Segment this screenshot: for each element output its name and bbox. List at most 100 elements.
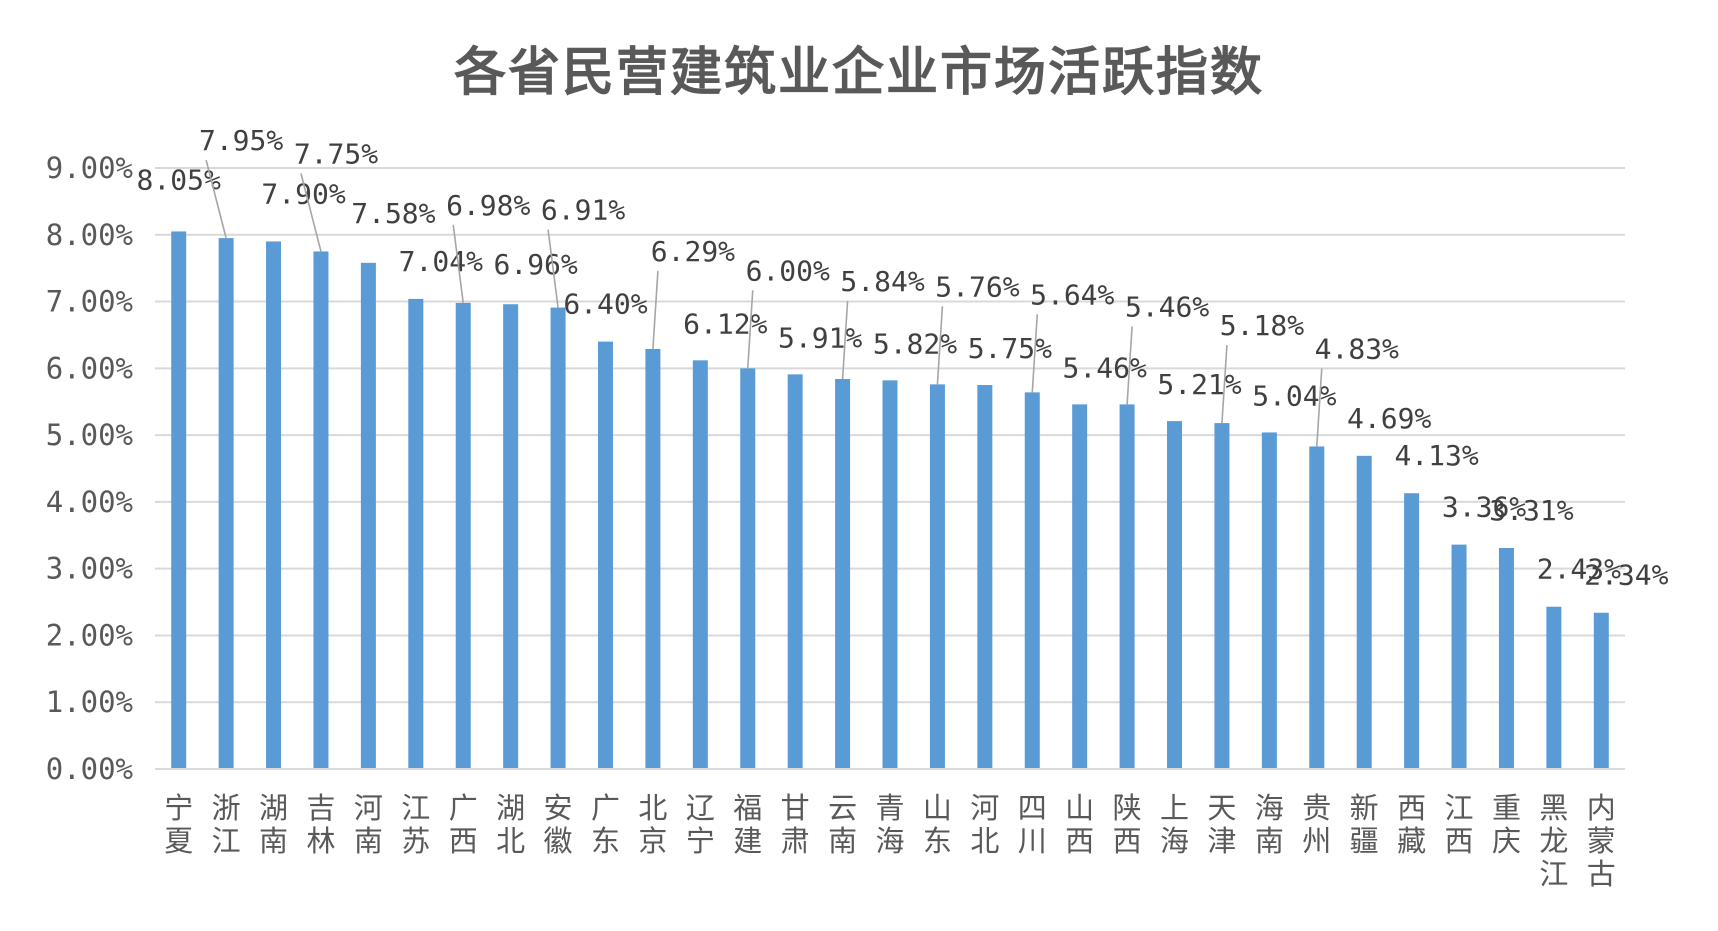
x-category-label: 河北	[970, 791, 999, 858]
x-category-label: 广西	[449, 791, 478, 858]
bar	[1404, 493, 1420, 769]
data-label: 5.84%	[840, 265, 924, 298]
data-label: 5.76%	[935, 270, 1019, 303]
bar	[1546, 606, 1562, 769]
y-tick-label: 6.00%	[46, 351, 133, 385]
bar	[1356, 455, 1372, 769]
bar	[835, 379, 851, 769]
data-label: 7.75%	[294, 137, 378, 170]
data-label: 5.18%	[1220, 309, 1304, 342]
bar	[1593, 612, 1609, 769]
x-category-label: 山东	[923, 791, 952, 858]
x-category-label: 四川	[1018, 791, 1047, 858]
bar	[1309, 446, 1325, 769]
bar	[266, 241, 282, 769]
x-category-label: 江苏	[401, 791, 430, 858]
bar	[977, 385, 993, 769]
data-label: 6.98%	[446, 189, 530, 222]
data-label: 6.12%	[683, 307, 767, 340]
bar	[550, 307, 566, 769]
y-tick-label: 3.00%	[46, 552, 133, 586]
data-label: 5.46%	[1063, 351, 1147, 384]
data-label: 6.91%	[541, 194, 625, 227]
y-tick-label: 8.00%	[46, 218, 133, 252]
data-label: 3.31%	[1489, 494, 1573, 527]
data-label: 7.58%	[351, 197, 435, 230]
bar	[503, 304, 519, 769]
data-label: 5.91%	[778, 321, 862, 354]
bar	[1072, 404, 1088, 769]
x-category-label: 湖南	[259, 791, 288, 858]
data-label: 6.40%	[563, 288, 647, 321]
leader-line	[652, 270, 659, 350]
data-label: 4.69%	[1347, 402, 1431, 435]
bar	[408, 298, 424, 769]
y-tick-label: 1.00%	[46, 685, 133, 719]
bar	[787, 374, 803, 769]
bar	[455, 302, 471, 769]
bar	[1261, 432, 1277, 769]
bar	[597, 341, 613, 769]
x-category-label: 天津	[1207, 791, 1236, 858]
bar	[929, 384, 945, 769]
data-label: 6.96%	[493, 248, 577, 281]
x-category-label: 上海	[1160, 791, 1189, 858]
data-label: 2.43%	[1537, 553, 1621, 586]
bar	[360, 262, 376, 769]
leader-line	[547, 229, 559, 308]
y-tick-label: 2.00%	[46, 618, 133, 652]
leader-line	[841, 300, 849, 380]
y-tick-label: 9.00%	[46, 151, 133, 185]
x-category-label: 云南	[828, 791, 857, 858]
y-tick-label: 5.00%	[46, 418, 133, 452]
x-category-label: 辽宁	[686, 791, 715, 858]
leader-line	[452, 224, 465, 303]
leader-line	[205, 159, 227, 239]
x-category-label: 北京	[638, 791, 667, 858]
data-label: 6.29%	[651, 235, 735, 268]
leader-line	[300, 173, 322, 252]
x-category-label: 贵州	[1302, 791, 1331, 858]
x-category-label: 陕西	[1113, 791, 1142, 858]
x-category-label: 河南	[354, 791, 383, 858]
bar	[1024, 392, 1040, 769]
x-category-label: 山西	[1065, 791, 1094, 858]
x-category-label: 海南	[1255, 791, 1284, 858]
x-category-label: 内蒙古	[1587, 791, 1616, 891]
bar	[1498, 547, 1514, 769]
leader-line	[1126, 326, 1133, 405]
bar	[171, 231, 187, 769]
bar	[218, 238, 234, 769]
chart-title: 各省民营建筑业企业市场活跃指数	[453, 43, 1264, 103]
bar	[1119, 404, 1135, 769]
x-category-label: 江西	[1445, 791, 1474, 858]
y-tick-label: 4.00%	[46, 485, 133, 519]
x-category-label: 新疆	[1350, 791, 1379, 858]
x-category-label: 甘肃	[781, 791, 810, 858]
data-label: 5.21%	[1157, 368, 1241, 401]
bar	[1214, 423, 1230, 769]
bar	[1167, 421, 1183, 769]
bar	[882, 380, 898, 769]
x-category-label: 浙江	[212, 791, 241, 858]
x-category-label: 黑龙江	[1539, 791, 1568, 891]
data-label: 4.83%	[1315, 332, 1399, 365]
x-category-label: 重庆	[1492, 791, 1521, 858]
bar	[740, 368, 756, 769]
x-category-label: 广东	[591, 791, 620, 858]
x-category-label: 宁夏	[164, 791, 193, 858]
data-label: 6.00%	[746, 254, 830, 287]
leader-line	[936, 306, 944, 385]
data-label: 5.75%	[968, 332, 1052, 365]
data-label: 7.04%	[399, 245, 483, 278]
leader-line	[1031, 314, 1039, 393]
leader-line	[746, 290, 754, 369]
data-label: 5.82%	[873, 327, 957, 360]
bar	[645, 348, 661, 769]
data-label: 5.64%	[1030, 278, 1114, 311]
data-label: 7.95%	[199, 124, 283, 157]
data-label: 3.36%	[1442, 491, 1526, 524]
bar	[1451, 544, 1467, 769]
data-label: 2.34%	[1584, 559, 1668, 592]
